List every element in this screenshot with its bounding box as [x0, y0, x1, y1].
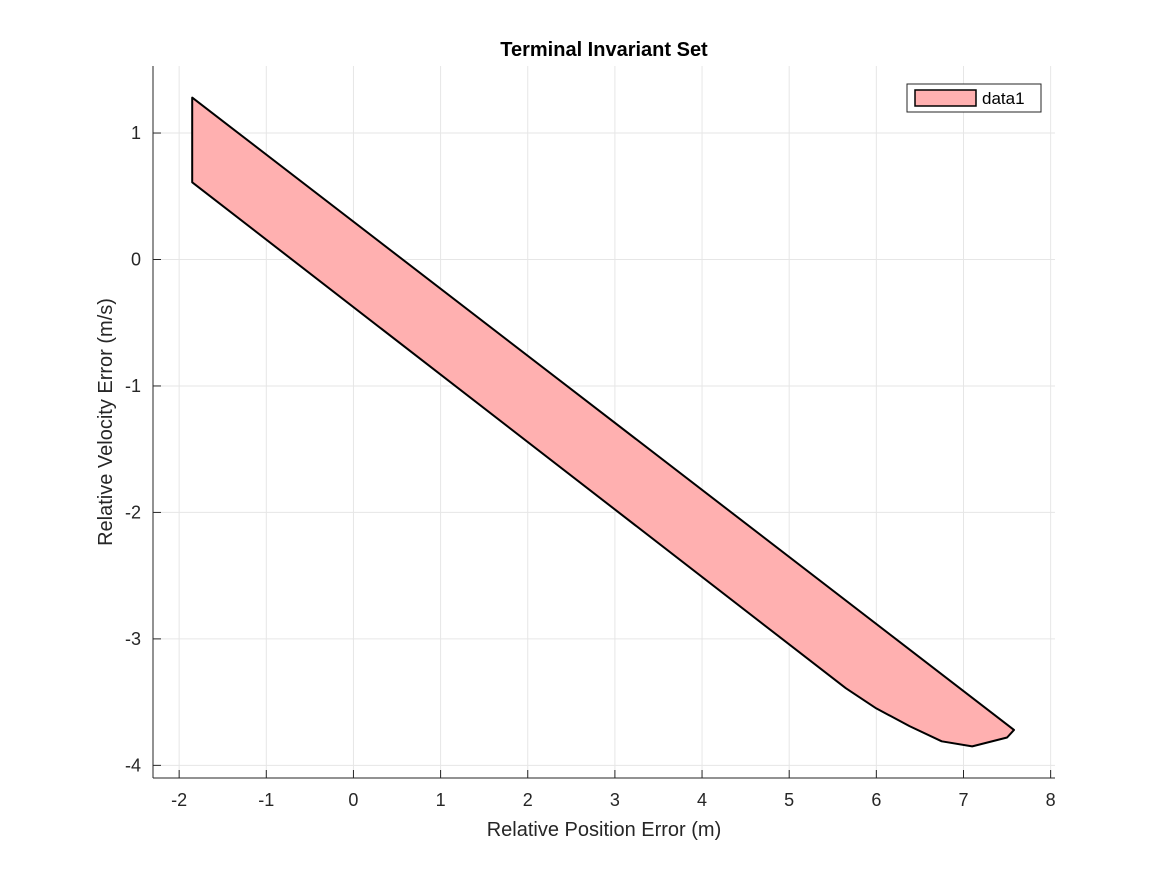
- y-tick-label: -4: [125, 755, 141, 775]
- x-tick-label: -2: [171, 790, 187, 810]
- y-tick-label: -2: [125, 502, 141, 522]
- series-layer: [191, 96, 1015, 748]
- y-tick-label: 0: [131, 249, 141, 269]
- y-axis-label: Relative Velocity Error (m/s): [95, 298, 117, 546]
- x-tick-label: 5: [784, 790, 794, 810]
- y-tick-label: -1: [125, 376, 141, 396]
- x-tick-label: 0: [348, 790, 358, 810]
- x-tick-label: 4: [697, 790, 707, 810]
- x-tick-label: 6: [871, 790, 881, 810]
- x-axis-label: Relative Position Error (m): [487, 819, 722, 841]
- x-tick-label: 3: [610, 790, 620, 810]
- x-tick-label: 2: [523, 790, 533, 810]
- axes: [152, 66, 1055, 779]
- x-tick-label: 1: [436, 790, 446, 810]
- grid: [153, 66, 1055, 778]
- series-polygon-data1: [191, 96, 1015, 748]
- legend-label-data1: data1: [982, 89, 1025, 108]
- legend: data1: [906, 83, 1042, 113]
- x-tick-label: 8: [1046, 790, 1056, 810]
- legend-swatch-data1: [914, 89, 977, 107]
- ticks: -2 -1 0 1 2 3 4 5 6 7 8 -4 -3 -2 -1 0 1: [125, 123, 1056, 810]
- chart-title: Terminal Invariant Set: [500, 39, 708, 61]
- x-tick-label: -1: [258, 790, 274, 810]
- y-tick-label: 1: [131, 123, 141, 143]
- x-tick-label: 7: [958, 790, 968, 810]
- y-tick-label: -3: [125, 629, 141, 649]
